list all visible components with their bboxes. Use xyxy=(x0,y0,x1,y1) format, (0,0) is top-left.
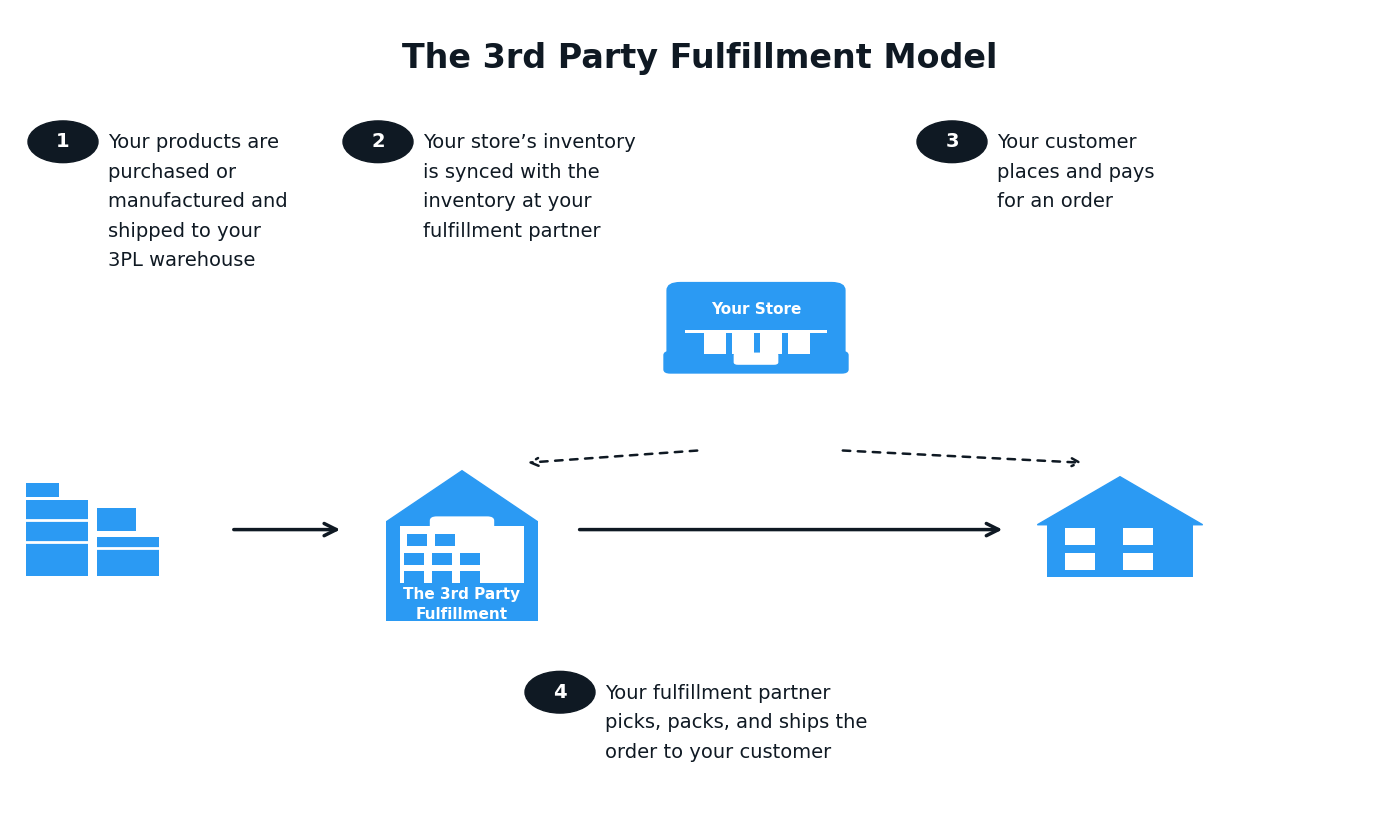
Text: 3: 3 xyxy=(945,133,959,151)
FancyBboxPatch shape xyxy=(431,553,452,565)
FancyBboxPatch shape xyxy=(403,553,424,565)
FancyBboxPatch shape xyxy=(27,500,88,576)
FancyBboxPatch shape xyxy=(1123,528,1154,545)
FancyBboxPatch shape xyxy=(760,332,783,354)
FancyBboxPatch shape xyxy=(98,508,136,531)
Text: The 3rd Party
Fulfillment: The 3rd Party Fulfillment xyxy=(403,587,521,621)
FancyBboxPatch shape xyxy=(27,483,59,497)
FancyBboxPatch shape xyxy=(461,571,480,583)
FancyBboxPatch shape xyxy=(734,353,778,364)
Polygon shape xyxy=(1037,477,1203,525)
FancyBboxPatch shape xyxy=(704,332,725,354)
FancyBboxPatch shape xyxy=(1064,553,1095,570)
FancyBboxPatch shape xyxy=(406,534,427,545)
FancyBboxPatch shape xyxy=(732,332,755,354)
Text: The 3rd Party Fulfillment Model: The 3rd Party Fulfillment Model xyxy=(402,42,998,75)
Text: 2: 2 xyxy=(371,133,385,151)
Circle shape xyxy=(343,121,413,163)
FancyBboxPatch shape xyxy=(386,520,538,588)
FancyBboxPatch shape xyxy=(461,553,480,565)
FancyBboxPatch shape xyxy=(431,571,452,583)
FancyBboxPatch shape xyxy=(98,536,160,576)
Circle shape xyxy=(28,121,98,163)
Text: Your Store: Your Store xyxy=(711,302,801,317)
Text: 1: 1 xyxy=(56,133,70,151)
FancyBboxPatch shape xyxy=(788,332,811,354)
Text: Your store’s inventory
is synced with the
inventory at your
fulfillment partner: Your store’s inventory is synced with th… xyxy=(423,133,636,241)
Text: Your customer
places and pays
for an order: Your customer places and pays for an ord… xyxy=(997,133,1155,212)
FancyBboxPatch shape xyxy=(399,526,525,583)
FancyBboxPatch shape xyxy=(686,330,826,334)
FancyBboxPatch shape xyxy=(1064,528,1095,545)
Circle shape xyxy=(525,671,595,713)
FancyBboxPatch shape xyxy=(403,571,424,583)
FancyBboxPatch shape xyxy=(666,282,846,364)
FancyBboxPatch shape xyxy=(664,351,848,374)
Circle shape xyxy=(917,121,987,163)
FancyBboxPatch shape xyxy=(430,516,494,530)
Text: Your fulfillment partner
picks, packs, and ships the
order to your customer: Your fulfillment partner picks, packs, a… xyxy=(605,684,867,762)
Text: Your products are
purchased or
manufactured and
shipped to your
3PL warehouse: Your products are purchased or manufactu… xyxy=(108,133,287,270)
FancyBboxPatch shape xyxy=(1047,523,1193,577)
FancyBboxPatch shape xyxy=(386,588,538,620)
Polygon shape xyxy=(386,470,538,522)
FancyBboxPatch shape xyxy=(1123,553,1154,570)
FancyBboxPatch shape xyxy=(435,534,455,545)
Text: 4: 4 xyxy=(553,683,567,701)
